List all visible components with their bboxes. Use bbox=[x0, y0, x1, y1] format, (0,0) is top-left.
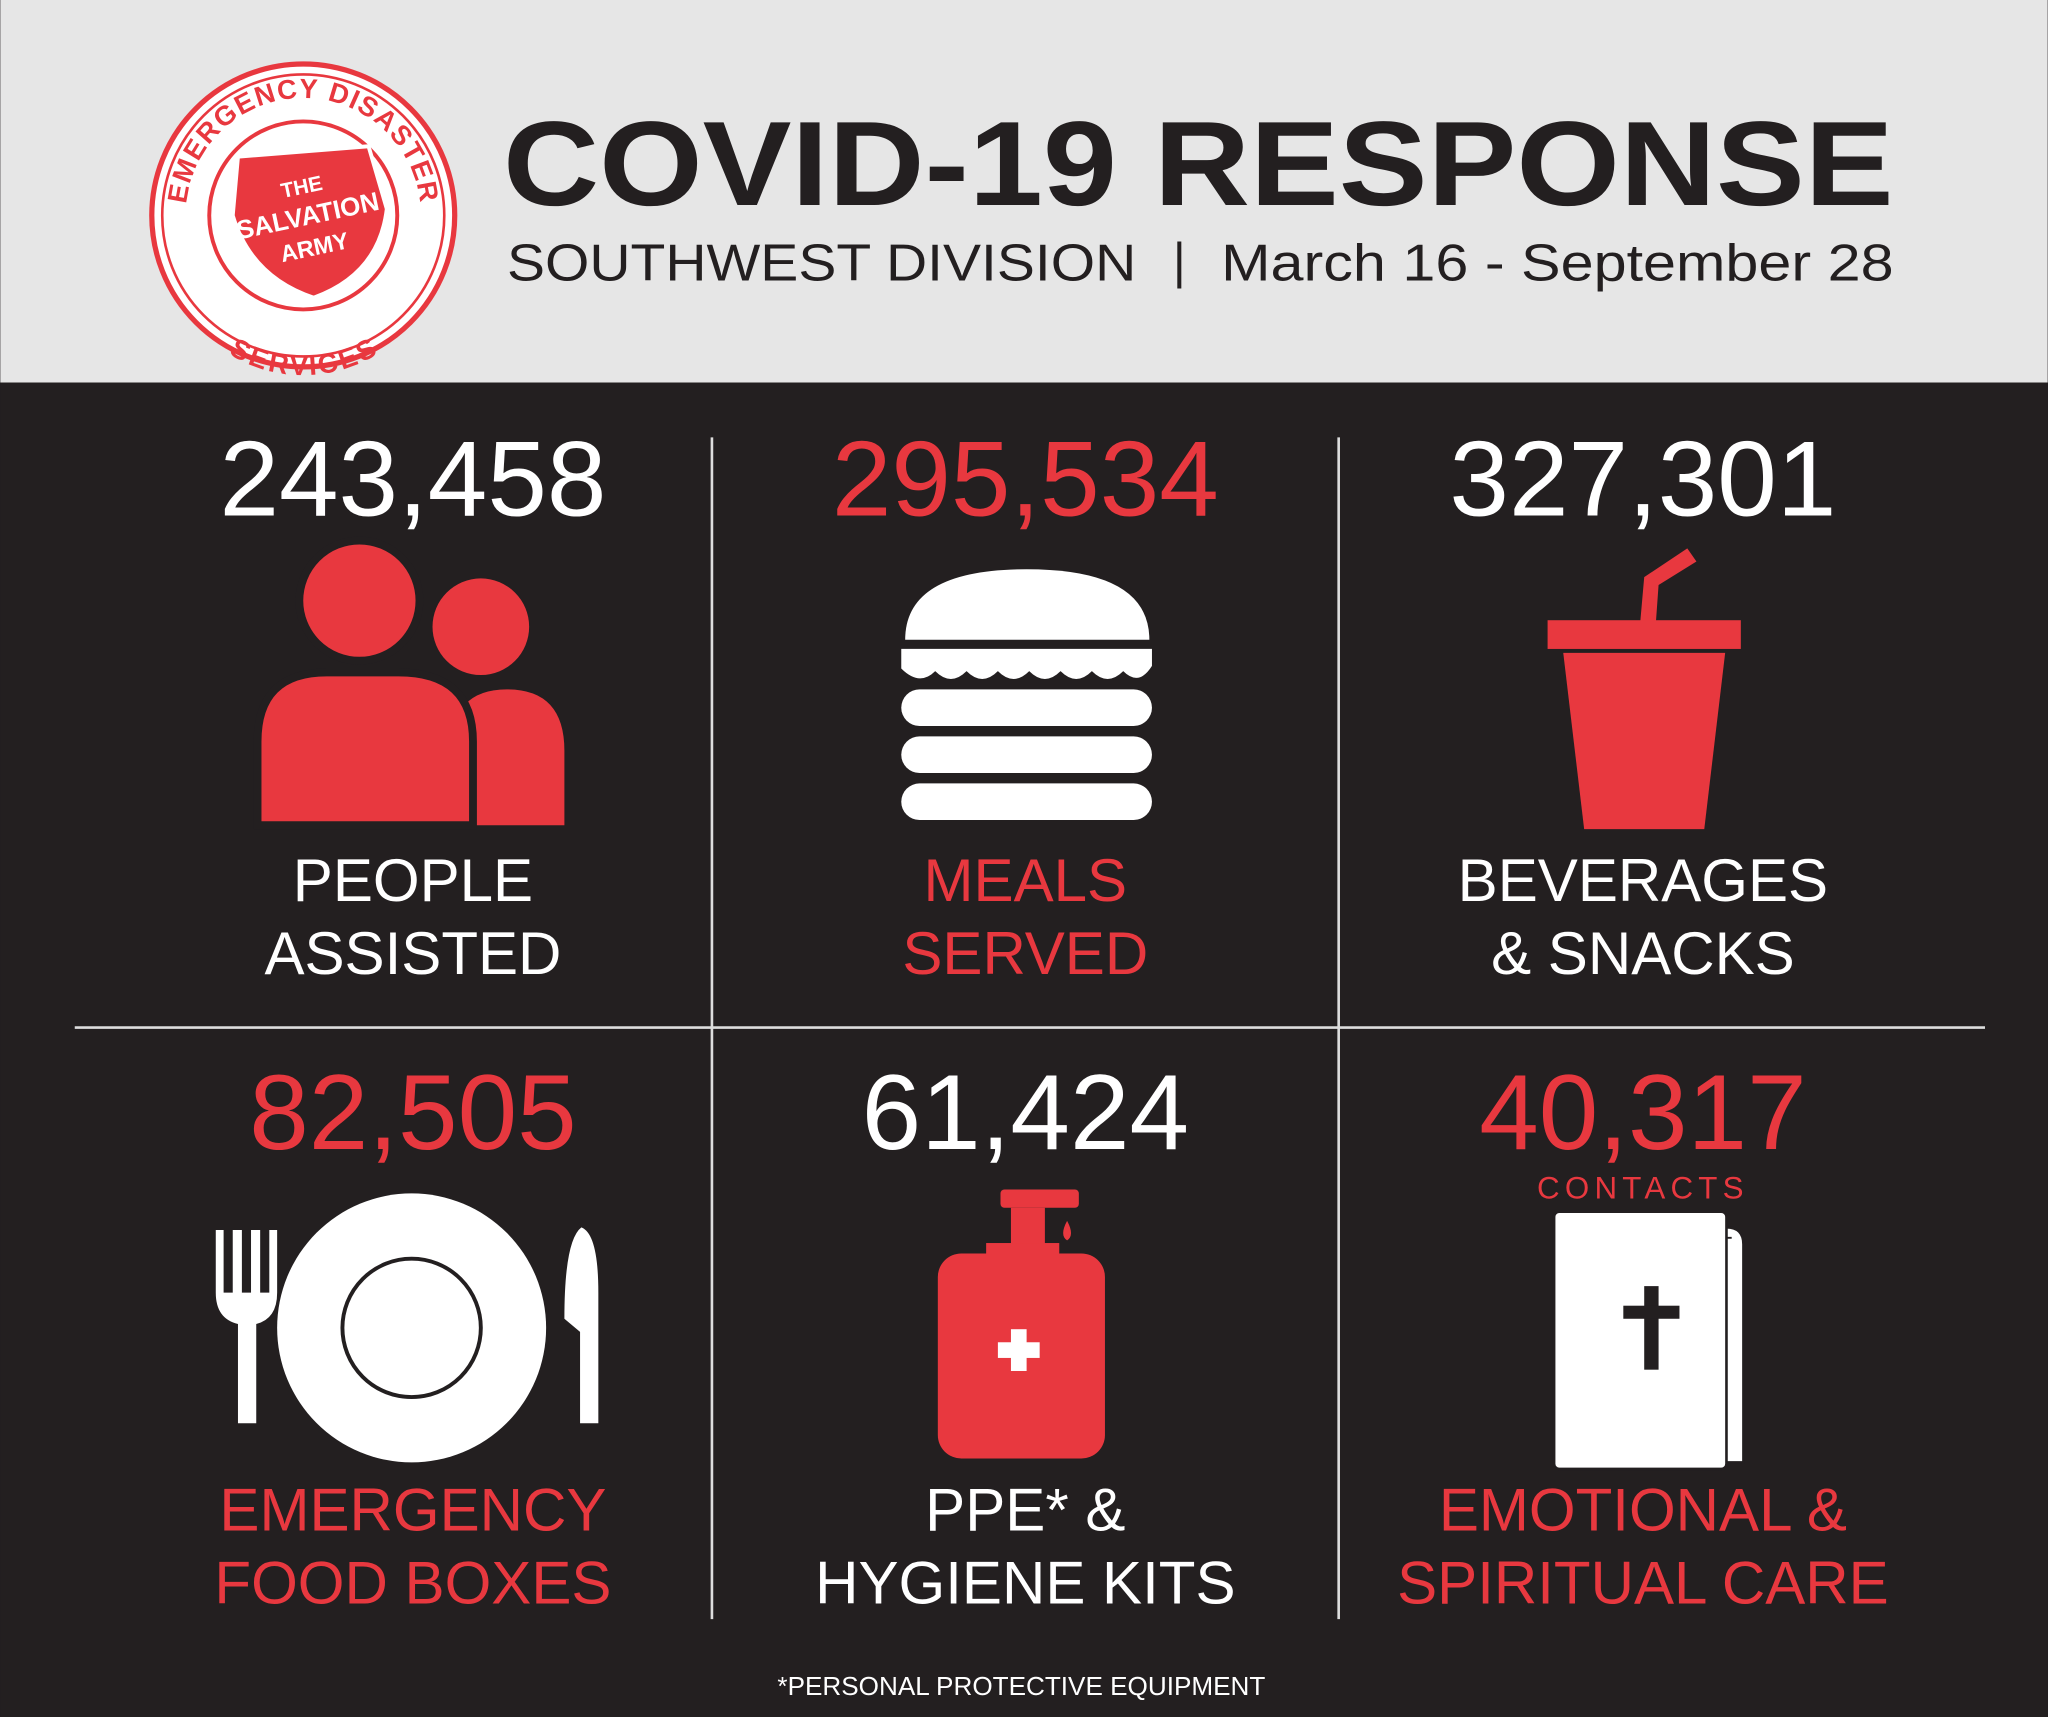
cup-icon bbox=[1547, 548, 1741, 830]
stat-value: 243,458 bbox=[219, 419, 606, 539]
stat-label: PPE* & bbox=[925, 1476, 1125, 1543]
logo: EMERGENCY DISASTER SERVICES THE SALVATIO… bbox=[149, 61, 458, 381]
stat-label: SPIRITUAL CARE bbox=[1397, 1549, 1889, 1616]
stat-label: & SNACKS bbox=[1491, 920, 1795, 987]
stat-label: HYGIENE KITS bbox=[815, 1549, 1235, 1616]
stat-value: 327,301 bbox=[1449, 419, 1836, 539]
burger-icon bbox=[901, 569, 1152, 820]
stat-value: 40,317 bbox=[1479, 1052, 1806, 1172]
stat-label: MEALS bbox=[924, 847, 1128, 914]
bible-icon bbox=[1552, 1210, 1745, 1471]
dividers bbox=[74, 437, 1985, 1620]
stat-label: PEOPLE bbox=[293, 847, 533, 914]
dates: March 16 - September 28 bbox=[1221, 235, 1893, 293]
stat-label: EMOTIONAL & bbox=[1439, 1476, 1847, 1543]
plate-icon bbox=[215, 1193, 599, 1463]
stat-label: SERVED bbox=[902, 920, 1148, 987]
title: COVID-19 RESPONSE bbox=[503, 97, 1894, 231]
people-icon bbox=[253, 536, 565, 830]
sanitizer-icon bbox=[937, 1189, 1105, 1459]
stat-label: BEVERAGES bbox=[1458, 847, 1828, 914]
stat-value: 61,424 bbox=[862, 1052, 1189, 1172]
stat-label: FOOD BOXES bbox=[214, 1549, 611, 1616]
stat-label: EMERGENCY bbox=[219, 1476, 606, 1543]
division: SOUTHWEST DIVISION bbox=[507, 235, 1136, 293]
footnote: *PERSONAL PROTECTIVE EQUIPMENT bbox=[777, 1671, 1265, 1701]
stat-unit: CONTACTS bbox=[1537, 1171, 1749, 1206]
stat-value: 295,534 bbox=[832, 419, 1219, 539]
stat-label: ASSISTED bbox=[264, 920, 561, 987]
separator: | bbox=[1173, 233, 1186, 289]
stat-value: 82,505 bbox=[249, 1052, 576, 1172]
